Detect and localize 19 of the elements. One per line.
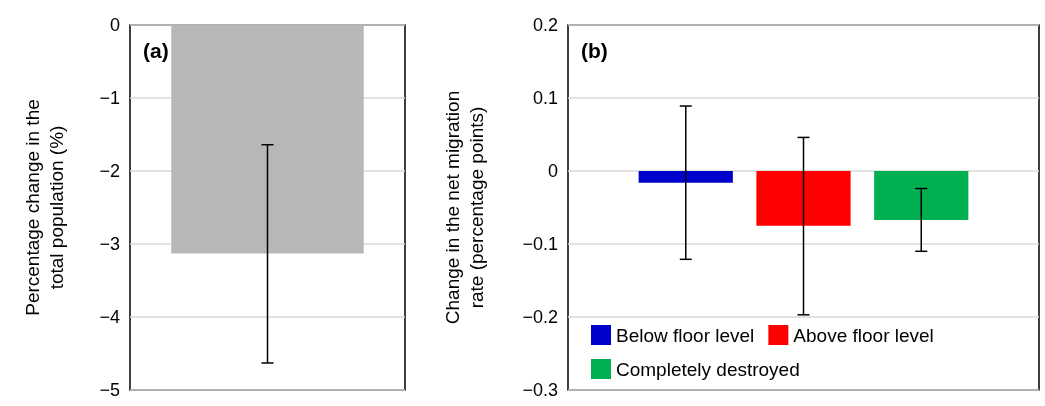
y-tick-label: 0 bbox=[547, 161, 558, 181]
y-axis-title: Change in the net migration rate (percentage points) bbox=[441, 90, 487, 325]
y-axis-title: Percentage change in the total population (%) bbox=[21, 99, 67, 316]
legend-label: Above floor level bbox=[793, 324, 934, 346]
y-tick-label: −3 bbox=[99, 234, 120, 254]
y-tick-label: −0.2 bbox=[522, 307, 558, 327]
y-tick-label: −0.3 bbox=[522, 380, 558, 400]
y-tick-label: −0.1 bbox=[522, 234, 558, 254]
text: (b) bbox=[581, 39, 608, 62]
text: (a) bbox=[143, 39, 169, 62]
y-tick-label: −2 bbox=[99, 161, 120, 181]
y-tick-label: −1 bbox=[99, 88, 120, 108]
y-tick-label: 0 bbox=[109, 15, 120, 35]
y-tick-label: −4 bbox=[99, 307, 120, 327]
legend-label: Below floor level bbox=[616, 324, 755, 346]
y-tick-label: −5 bbox=[99, 380, 120, 400]
y-tick-label: 0.2 bbox=[532, 15, 558, 35]
y-tick-label: 0.1 bbox=[532, 88, 558, 108]
legend-label: Completely destroyed bbox=[616, 358, 800, 380]
